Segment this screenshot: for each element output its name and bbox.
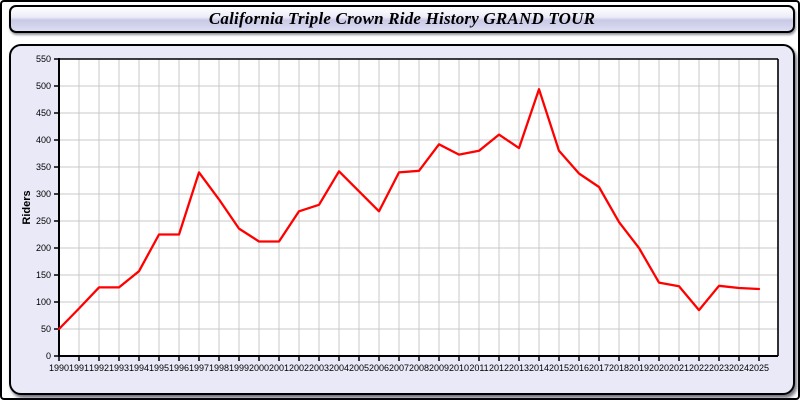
x-tick-label: 2017 [589,363,609,373]
x-tick-label: 2015 [549,363,569,373]
x-tick-label: 2002 [289,363,309,373]
y-tick-label: 500 [36,81,51,91]
y-tick-label: 100 [36,297,51,307]
x-tick-label: 1997 [189,363,209,373]
y-tick-label: 350 [36,162,51,172]
x-tick-label: 1994 [129,363,149,373]
x-tick-label: 2014 [529,363,549,373]
page-title: California Triple Crown Ride History GRA… [208,9,596,28]
x-tick-label: 2007 [389,363,409,373]
x-tick-label: 2018 [609,363,629,373]
x-tick-label: 2020 [649,363,669,373]
y-axis-title: Riders [21,190,33,224]
y-tick-label: 300 [36,189,51,199]
y-tick-label: 150 [36,270,51,280]
x-tick-label: 2009 [429,363,449,373]
y-tick-label: 250 [36,216,51,226]
x-tick-label: 2006 [369,363,389,373]
x-tick-label: 1996 [169,363,189,373]
y-tick-label: 200 [36,243,51,253]
x-tick-label: 2008 [409,363,429,373]
x-tick-label: 2012 [489,363,509,373]
x-tick-label: 1995 [149,363,169,373]
x-tick-label: 2019 [629,363,649,373]
x-tick-label: 2025 [749,363,769,373]
x-tick-label: 2013 [509,363,529,373]
x-tick-label: 2022 [689,363,709,373]
x-tick-label: 1990 [49,363,69,373]
title-bar: California Triple Crown Ride History GRA… [9,5,795,33]
x-tick-label: 2011 [469,363,488,373]
x-tick-label: 1993 [109,363,129,373]
x-tick-label: 2004 [329,363,349,373]
riders-line-series [57,88,761,331]
y-tick-label: 50 [41,324,51,334]
x-tick-label: 1999 [229,363,249,373]
y-tick-label: 400 [36,135,51,145]
x-tick-label: 1998 [209,363,229,373]
y-tick-label: 550 [36,54,51,64]
x-tick-label: 2016 [569,363,589,373]
x-tick-label: 2005 [349,363,369,373]
y-tick-label: 0 [46,351,51,361]
x-tick-label: 2001 [269,363,289,373]
y-tick-label: 450 [36,108,51,118]
x-tick-label: 2021 [669,363,689,373]
x-tick-label: 1992 [89,363,109,373]
x-tick-label: 2024 [729,363,749,373]
x-tick-label: 2000 [249,363,269,373]
x-tick-label: 2023 [709,363,729,373]
x-tick-label: 2003 [309,363,329,373]
x-tick-label: 1991 [69,363,89,373]
x-tick-label: 2010 [449,363,469,373]
chart-panel: 0 50 100 150 200 250 300 350 400 450 500 550 1990 199… [9,44,795,395]
